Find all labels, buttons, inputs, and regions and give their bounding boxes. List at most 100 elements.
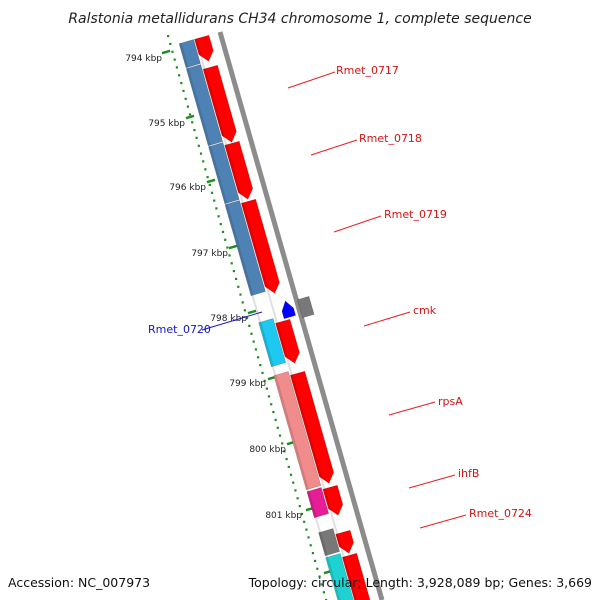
tick-label-799: 799 kbp [229,379,266,389]
ruler-dot [210,191,214,194]
ruler-dot [221,230,225,233]
ruler-dot [292,481,295,484]
ruler-dot [294,489,297,492]
gene-arrow-ihfB[interactable] [322,484,344,516]
ruler-dot [285,458,288,461]
ruler-dot [204,168,207,171]
ruler-dot [239,293,242,296]
ruler-dot [208,183,211,186]
ruler-dot [246,317,249,320]
gene-arrow-Rmet_0718[interactable] [224,140,254,200]
ruler-dot [228,254,231,257]
gene-label-Rmet_0720[interactable]: Rmet_0720 [148,323,211,336]
gene-arrow-Rmet_0724[interactable] [335,529,354,554]
ruler-major-tick [161,49,171,55]
leader-line-cmk [363,311,411,327]
cds-ihfB[interactable] [306,487,330,519]
ruler-dot [215,207,218,210]
ruler-dot [298,505,301,508]
cds-Rmet_0717[interactable] [185,64,223,147]
ruler-dot [281,442,284,445]
ruler-major-tick [185,114,195,120]
ruler-major-tick [247,309,257,315]
gene-label-ihfB[interactable]: ihfB [458,467,479,480]
ruler-dot [169,42,172,45]
ruler-dot [276,426,279,429]
gene-arrow-cmk[interactable] [275,318,300,364]
ruler-dot [303,520,306,523]
leader-line-Rmet_0724 [419,514,467,529]
gene-arrow-Rmet_0719[interactable] [240,198,280,294]
ruler-dot [235,277,238,280]
cds-Rmet_0716[interactable] [178,39,201,69]
ruler-dot [188,113,192,116]
gene-label-Rmet_0717[interactable]: Rmet_0717 [336,64,399,77]
ruler-dot [300,512,304,515]
gene-arrow-Rmet_0720[interactable] [281,300,296,320]
cds-Rmet_0720[interactable] [297,296,315,319]
ruler-dot [186,105,189,108]
ruler-dot [265,387,268,390]
accession-text: Accession: NC_007973 [8,575,150,590]
ruler-dot [311,552,314,555]
ruler-dot [250,332,253,335]
ruler-dot [184,97,187,100]
gene-arrow-rpsA[interactable] [289,370,335,484]
ruler-dot [237,285,240,288]
ruler-major-tick [228,244,238,250]
gene-arrow-Rmet_0716[interactable] [194,34,214,62]
gene-label-cmk[interactable]: cmk [413,304,437,317]
cds-rpsA[interactable] [273,371,322,491]
ruler-major-tick [206,178,216,184]
ruler-dot [191,121,194,124]
ruler-dot [252,340,255,343]
gene-label-Rmet_0718[interactable]: Rmet_0718 [359,132,422,145]
leader-line-ihfB [408,474,456,489]
gene-label-rpsA[interactable]: rpsA [438,395,463,408]
tick-label-798: 798 kbp [210,314,247,324]
ruler-dot [206,176,209,179]
ruler-dot [270,403,273,406]
gene-arrow-Rmet_0717[interactable] [202,64,237,143]
cds-Rmet_0719[interactable] [224,200,266,297]
ruler-dot [289,473,293,476]
ruler-dot [320,583,323,586]
ruler-dot [217,215,220,218]
ruler-dot [230,262,233,265]
tick-label-796: 796 kbp [169,183,206,193]
ruler-dot [175,66,178,69]
ruler-dot [226,246,229,249]
ruler-dot [263,379,266,382]
ruler-dot [248,324,251,327]
cds-Rmet_0718[interactable] [208,142,240,205]
ruler-dot [243,309,246,312]
ruler-dot [173,58,176,61]
ruler-dot [259,364,262,367]
gene-label-Rmet_0724[interactable]: Rmet_0724 [469,507,532,520]
gene-label-Rmet_0719[interactable]: Rmet_0719 [384,208,447,221]
ruler-dot [283,450,286,453]
cds-cmk[interactable] [258,318,287,368]
gene-arrow-Rmet_0725[interactable] [341,552,371,600]
ruler-dot [193,129,196,132]
tick-label-794: 794 kbp [125,54,162,64]
ruler-dot [171,50,174,53]
cds-Rmet_0725[interactable] [325,553,356,600]
ruler-dot [309,544,312,547]
leader-line-Rmet_0719 [333,215,382,233]
ruler-dot [305,528,308,531]
cds-Rmet_0724[interactable] [318,528,340,557]
ruler-dot [314,559,317,562]
map-title: Ralstonia metallidurans CH34 chromosome … [68,11,531,27]
ruler-dot [318,575,321,578]
ruler-dot [278,434,282,437]
ruler-dot [267,395,271,398]
ruler-dot [182,89,185,92]
ruler-dot [199,152,203,155]
ruler-dot [307,536,310,539]
ruler-dot [219,223,222,226]
tick-label-801: 801 kbp [265,511,302,521]
leader-line-rpsA [388,401,436,416]
ruler-dot [224,238,227,241]
